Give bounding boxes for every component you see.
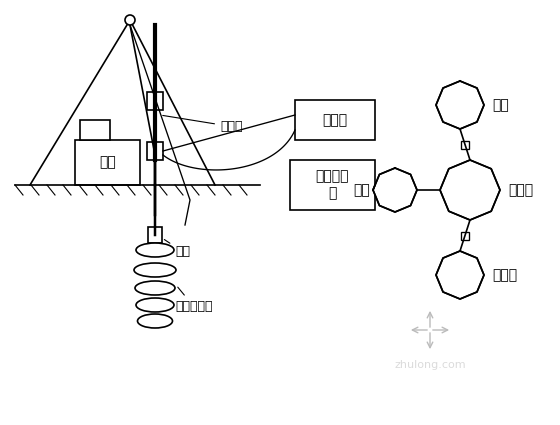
Ellipse shape — [138, 314, 172, 328]
Text: 注浆管: 注浆管 — [163, 116, 242, 133]
Text: 水泥仓: 水泥仓 — [492, 268, 517, 282]
Ellipse shape — [135, 281, 175, 295]
Bar — [75, 140, 140, 185]
Bar — [147, 142, 163, 160]
Polygon shape — [440, 160, 500, 220]
Text: 旋喷固结体: 旋喷固结体 — [175, 287, 212, 313]
Bar — [461, 232, 469, 240]
Text: 喷头: 喷头 — [164, 240, 190, 258]
Polygon shape — [436, 251, 484, 299]
Text: zhulong.com: zhulong.com — [394, 360, 466, 370]
Bar — [148, 227, 162, 243]
Polygon shape — [373, 168, 417, 212]
Bar — [295, 100, 375, 140]
Ellipse shape — [134, 263, 176, 277]
Bar — [80, 120, 110, 140]
Text: 钻机: 钻机 — [99, 156, 116, 170]
Ellipse shape — [136, 243, 174, 257]
Bar — [461, 141, 469, 148]
Polygon shape — [436, 81, 484, 129]
Text: 搅拌机: 搅拌机 — [508, 183, 533, 197]
Bar — [147, 92, 163, 110]
Text: 高压泥浆
泵: 高压泥浆 泵 — [316, 169, 349, 201]
Text: 空压机: 空压机 — [323, 113, 348, 127]
Text: 水箱: 水箱 — [492, 98, 508, 112]
Bar — [290, 160, 375, 210]
Circle shape — [125, 15, 135, 25]
Ellipse shape — [136, 298, 174, 312]
Text: 浆桶: 浆桶 — [353, 183, 370, 197]
